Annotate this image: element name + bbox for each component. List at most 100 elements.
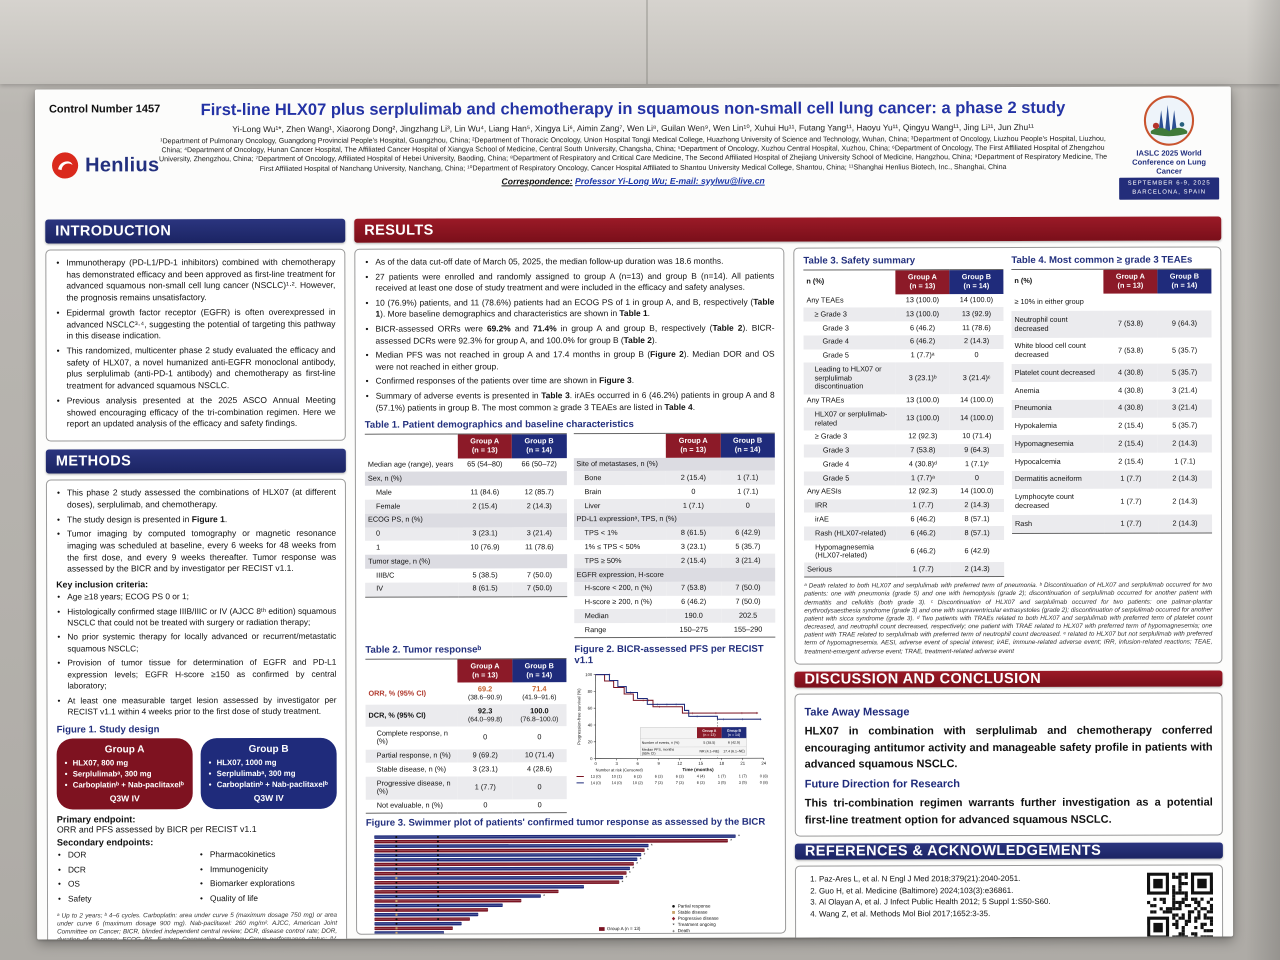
table-row: ORR, % (95% CI) 69.2 (38.6–90.9) 71.4 (41.9–… xyxy=(368,684,557,702)
svg-text:80: 80 xyxy=(588,689,593,694)
wall-shadow xyxy=(1246,0,1280,960)
svg-text:Death: Death xyxy=(678,928,691,933)
svg-text:*: * xyxy=(632,866,634,872)
table-row: Female 2 (15.4) 2 (14.3) xyxy=(364,499,567,514)
svg-text:12: 12 xyxy=(677,761,682,766)
svg-text:*: * xyxy=(640,857,642,863)
table-row: Pneumonia 4 (30.8) 3 (21.4) xyxy=(1011,399,1212,418)
table2: Group A (n = 13) Group B (n = 14) ORR, % (95… xyxy=(365,658,567,815)
svg-text:+: + xyxy=(741,711,744,716)
table-row: Rash 1 (7.7) 2 (14.3) xyxy=(1012,514,1213,534)
svg-text:+: + xyxy=(755,711,758,716)
table-row: ≥ Grade 3 13 (100.0) 13 (92.9) xyxy=(803,307,1004,322)
author-list: Yi-Long Wu¹*, Zhen Wang¹, Xiaorong Dong²… xyxy=(232,121,1034,135)
table2-title: Table 2. Tumor responseᵇ xyxy=(365,644,482,656)
methods-box: This phase 2 study assessed the combinat… xyxy=(45,478,348,940)
svg-text:*: * xyxy=(625,876,627,882)
discussion-box: Take Away Message HLX07 in combination w… xyxy=(794,692,1223,837)
list-item: The study design is presented in Figure … xyxy=(56,513,336,525)
table1-right: Group A (n = 13) Group B (n = 14) Site of me… xyxy=(573,432,776,639)
table-row: Anemia 4 (30.8) 3 (21.4) xyxy=(1014,385,1198,395)
svg-text:6 (3): 6 (3) xyxy=(676,774,685,779)
table-row: Hypokalemia 2 (15.4) 5 (35.7) xyxy=(1014,420,1198,431)
table-section-row: PD-L1 expressionᵃ, TPS, n (%) xyxy=(573,512,776,527)
figure2-title: Figure 2. BICR-assessed PFS per RECIST v… xyxy=(574,643,764,667)
svg-text:6 (3): 6 (3) xyxy=(655,774,664,779)
table-row: 1 10 (76.9) 11 (78.6) xyxy=(376,542,554,552)
list-item: As of the data cut-off date of March 05,… xyxy=(364,256,774,269)
table-row: Any TRAEs 13 (100.0) 14 (100.0) xyxy=(806,395,994,405)
svg-text:+: + xyxy=(629,690,632,695)
discussion-paragraph-2: This tri-combination regimen warrants fu… xyxy=(804,796,1213,827)
table-row: HLX07 or serplulimab-related 13 (100.0) 14… xyxy=(803,407,1004,431)
brand-name: Henlius xyxy=(85,153,160,176)
svg-text:*: * xyxy=(636,862,638,868)
list-item: Immunogenicity xyxy=(199,863,337,875)
secondary-endpoints-right: Pharmacokinetics Immunogenicity Biomarker … xyxy=(199,849,337,907)
svg-text:*: * xyxy=(622,880,624,886)
safety-tables-box: Table 3. Safety summary n (%) Group A (n =… xyxy=(793,246,1223,665)
table-section-row: Site of metastases, n (%) xyxy=(573,457,775,472)
wall-background xyxy=(0,0,1280,84)
table-row: ≥ Grade 3 12 (92.3) 10 (71.4) xyxy=(814,431,992,441)
list-item: Summary of adverse events is presented i… xyxy=(365,390,775,414)
figure1-groups: Group AHLX07, 800 mgSerplulimabᵃ, 300 mg… xyxy=(56,738,337,810)
section-introduction-header: INTRODUCTION xyxy=(45,218,346,244)
svg-text:Number at risk (Censored): Number at risk (Censored) xyxy=(596,767,644,772)
list-item: Al Olayan A, et al. J Infect Public Heal… xyxy=(819,896,1139,908)
table3: n (%) Group A (n = 13) Group B (n = 14) Any T… xyxy=(803,269,1005,578)
svg-text:+: + xyxy=(715,711,718,716)
table3-title: Table 3. Safety summary xyxy=(803,255,916,267)
table-row: 1% ≤ TPS < 50% 3 (23.1) 5 (35.7) xyxy=(584,541,761,552)
section-methods-header: METHODS xyxy=(45,448,346,474)
svg-text:17.4 (6.1–NE): 17.4 (6.1–NE) xyxy=(723,749,745,753)
right-column: Table 3. Safety summary n (%) Group A (n =… xyxy=(793,246,1224,940)
svg-text:Progression-free survival (%): Progression-free survival (%) xyxy=(576,688,581,745)
svg-text:+: + xyxy=(691,711,694,716)
svg-text:5 (38.5): 5 (38.5) xyxy=(703,741,715,745)
list-item: Median PFS was not reached in group A an… xyxy=(365,349,775,373)
table-row: DCR, % (95% CI) 92.3 (64.0–99.8) 100.0 (76.8… xyxy=(365,704,567,727)
svg-text:+: + xyxy=(656,702,659,707)
svg-text:18: 18 xyxy=(719,761,724,766)
table1: Group A (n = 13) Group B (n = 14) Median age… xyxy=(364,432,776,639)
poster: Control Number 1457 Henlius First-line H… xyxy=(34,86,1234,940)
svg-text:24: 24 xyxy=(761,761,766,766)
svg-text:(n = 13): (n = 13) xyxy=(703,733,715,737)
svg-text:(n = 14): (n = 14) xyxy=(728,733,740,737)
table-row: Not evaluable, n (%) 0 0 xyxy=(376,800,542,810)
svg-text:Partial response: Partial response xyxy=(678,904,711,909)
list-item: This phase 2 study assessed the combinat… xyxy=(56,487,336,511)
figure2-panel: Figure 2. BICR-assessed PFS per RECIST v… xyxy=(574,644,775,808)
figure1-primary: Primary endpoint: ORR and PFS assessed b… xyxy=(56,814,257,835)
qr-code xyxy=(1146,872,1214,939)
methods-bullets: This phase 2 study assessed the combinat… xyxy=(56,487,336,576)
svg-text:3 (5): 3 (5) xyxy=(739,780,748,785)
correspondence-label: Correspondence: xyxy=(501,176,573,187)
svg-text:Group B: Group B xyxy=(727,729,742,733)
results-middle-column: As of the data cut-off date of March 05,… xyxy=(354,247,787,935)
table4: n (%) Group A (n = 13) Group B (n = 14) ≥ 10%… xyxy=(1011,268,1213,534)
table2-panel: Table 2. Tumor responseᵇ Group A (n = 13)… xyxy=(365,644,567,815)
list-item: Safety xyxy=(57,893,195,905)
affiliations: ¹Department of Pulmonary Oncology, Guang… xyxy=(159,134,1108,173)
list-item: Immunotherapy (PD-L1/PD-1 inhibitors) co… xyxy=(55,257,335,305)
svg-text:6 (3): 6 (3) xyxy=(634,774,643,779)
poster-title: First-line HLX07 plus serplulimab and ch… xyxy=(200,98,1066,120)
control-number: Control Number 1457 xyxy=(48,103,161,116)
svg-text:+: + xyxy=(666,702,669,707)
svg-text:21: 21 xyxy=(740,761,745,766)
table-row: Leading to HLX07 or serplulimab disconti… xyxy=(803,362,1004,395)
svg-text:0: 0 xyxy=(590,756,593,761)
table1-title: Table 1. Patient demographics and baseli… xyxy=(364,419,634,431)
svg-text:Progressive disease: Progressive disease xyxy=(678,916,719,921)
list-item: Biomarker explorations xyxy=(199,878,337,890)
svg-text:*: * xyxy=(651,844,653,850)
list-item: Confirmed responses of the patients over… xyxy=(365,375,775,388)
table-header-row: n (%) Group A (n = 13) Group B (n = 14) xyxy=(803,269,1004,295)
table-row: TPS < 1% 8 (61.5) 6 (42.9) xyxy=(573,526,776,541)
svg-text:3 (5): 3 (5) xyxy=(718,780,727,785)
